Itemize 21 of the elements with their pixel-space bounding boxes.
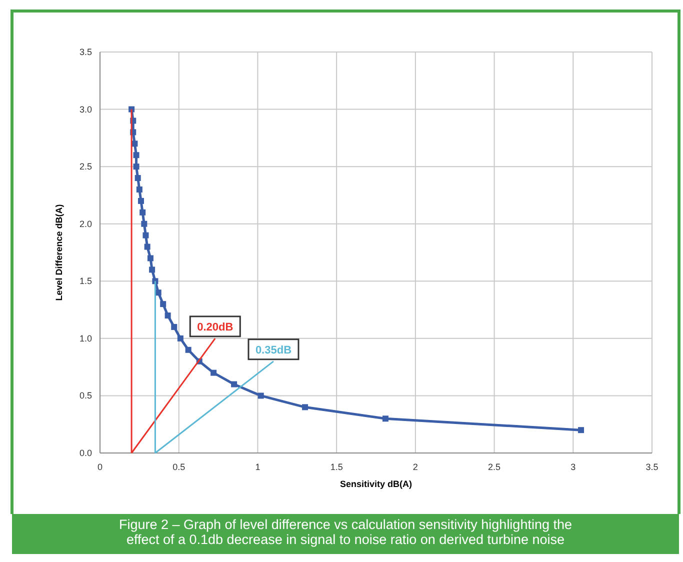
y-tick-label: 2.5 [79,162,92,172]
x-tick-label: 3.5 [646,462,658,472]
y-tick-label: 1.5 [79,276,92,286]
y-tick-label: 0.5 [79,390,92,401]
x-axis-title: Sensitivity dB(A) [340,479,412,489]
y-tick-label: 0.0 [79,448,92,458]
x-tick-label: 0 [97,462,103,472]
x-tick-label: 1 [255,462,260,472]
x-tick-label: 1.5 [330,462,343,472]
x-tick-label: 2 [412,462,418,472]
y-tick-label: 3.0 [79,104,92,114]
y-tick-label: 1.0 [79,333,92,344]
annotation: 0.20dB [197,321,234,334]
text: Figure 2 – Graph of level difference vs calculation sensitivity highlighting the effect of a 0.1db decrease in signal to noise ratio on derived turbine noise [118,517,572,547]
y-axis-title: Level Difference dB(A) [54,204,64,301]
x-tick-label: 3 [570,462,576,472]
y-tick-label: 3.5 [79,47,92,57]
x-tick-label: 2.5 [488,462,501,472]
x-tick-label: 0.5 [172,462,186,472]
annotation: 0.35dB [255,344,292,356]
y-tick-label: 2.0 [79,218,92,229]
